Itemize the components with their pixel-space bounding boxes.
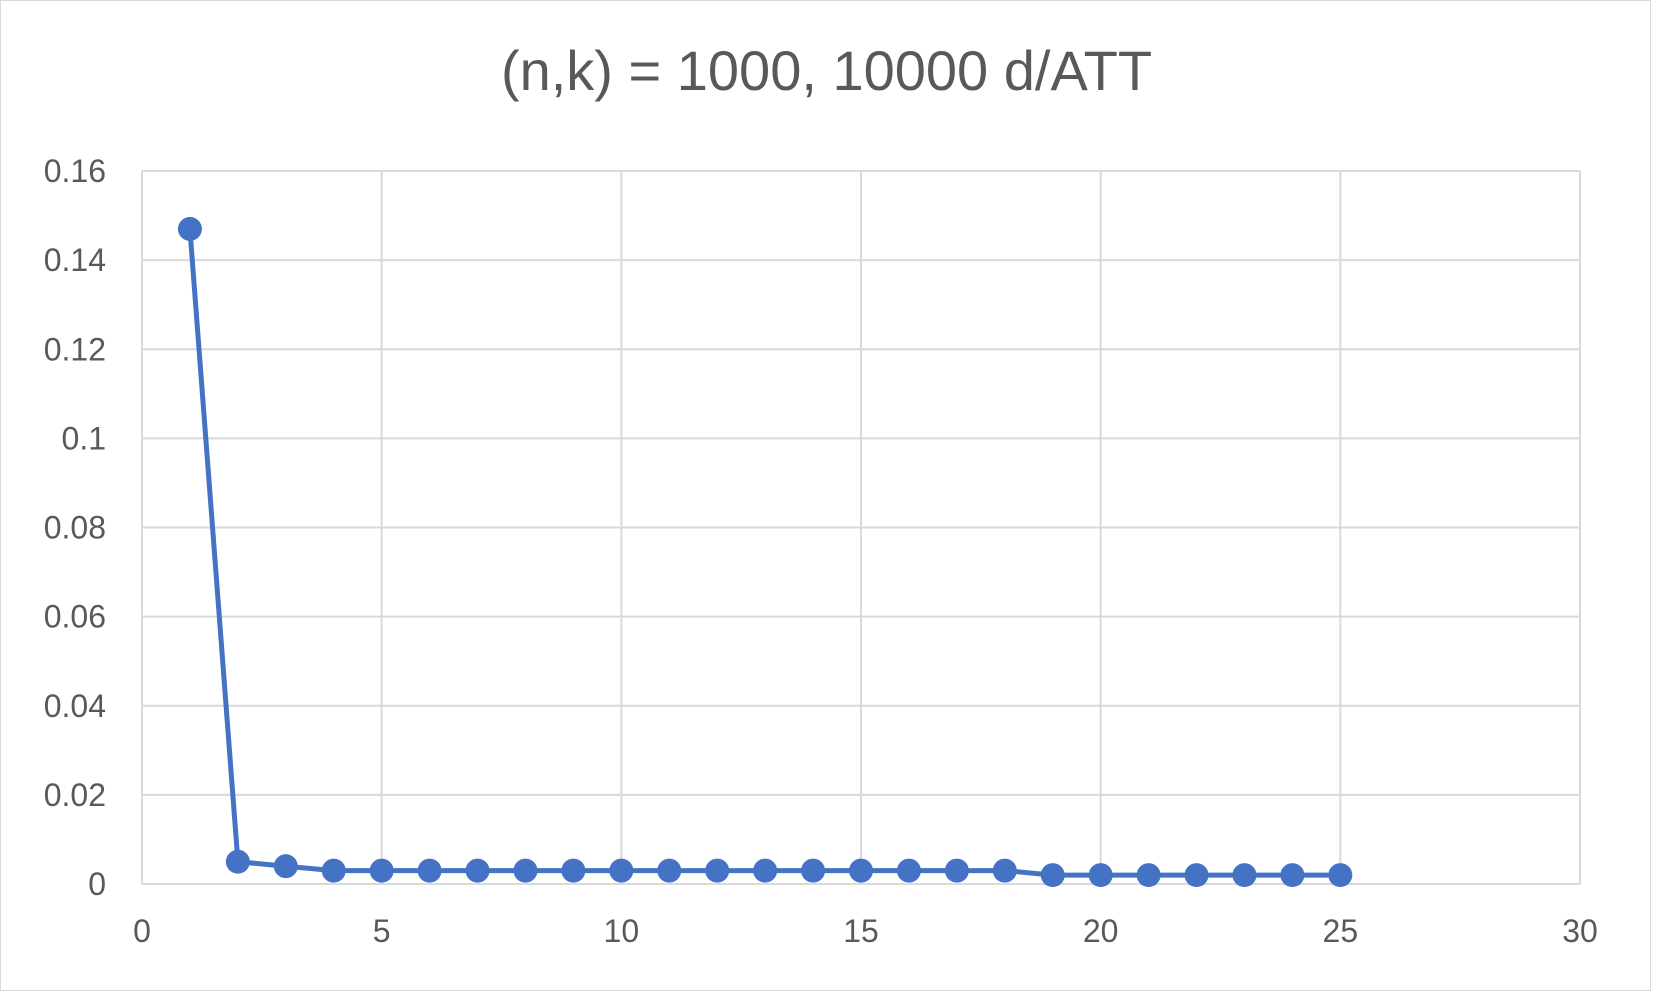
data-point bbox=[992, 858, 1017, 883]
y-tick-label: 0.14 bbox=[44, 242, 106, 278]
y-tick-label: 0.1 bbox=[62, 420, 106, 456]
data-point bbox=[801, 858, 826, 883]
x-tick-label: 15 bbox=[843, 913, 879, 949]
data-point bbox=[417, 858, 442, 883]
data-point bbox=[896, 858, 921, 883]
data-point bbox=[513, 858, 538, 883]
y-tick-label: 0.02 bbox=[44, 777, 106, 813]
x-tick-label: 25 bbox=[1323, 913, 1359, 949]
label-layer: 0 0.02 0.04 0.06 0.08 0.1 0.12 0.14 0.16 0 5 10 15 20… bbox=[44, 153, 1598, 949]
y-tick-label: 0.16 bbox=[44, 153, 106, 189]
data-point bbox=[657, 858, 682, 883]
grid-layer bbox=[142, 170, 1581, 884]
series-layer bbox=[177, 216, 1353, 888]
data-point bbox=[321, 858, 346, 883]
y-tick-label: 0 bbox=[88, 866, 106, 902]
data-point bbox=[561, 858, 586, 883]
y-tick-label: 0.04 bbox=[44, 688, 106, 724]
chart-title: (n,k) = 1000, 10000 d/ATT bbox=[500, 39, 1153, 102]
x-tick-label: 20 bbox=[1083, 913, 1119, 949]
y-tick-label: 0.08 bbox=[44, 510, 106, 546]
data-point bbox=[944, 858, 969, 883]
data-point bbox=[1328, 863, 1353, 888]
data-point bbox=[753, 858, 778, 883]
data-point bbox=[1088, 863, 1113, 888]
data-point bbox=[1184, 863, 1209, 888]
x-tick-label: 10 bbox=[604, 913, 640, 949]
data-point bbox=[177, 216, 202, 241]
x-tick-label: 5 bbox=[373, 913, 391, 949]
y-tick-label: 0.12 bbox=[44, 331, 106, 367]
data-point bbox=[609, 858, 634, 883]
data-point bbox=[1136, 863, 1161, 888]
data-point bbox=[1232, 863, 1257, 888]
data-point bbox=[1280, 863, 1305, 888]
x-tick-label: 0 bbox=[133, 913, 151, 949]
data-point bbox=[369, 858, 394, 883]
y-tick-label: 0.06 bbox=[44, 599, 106, 635]
data-point bbox=[1040, 863, 1065, 888]
data-point bbox=[465, 858, 490, 883]
data-point bbox=[705, 858, 730, 883]
series-line bbox=[187, 228, 1341, 878]
data-point bbox=[225, 849, 250, 874]
x-tick-label: 30 bbox=[1562, 913, 1598, 949]
data-point bbox=[849, 858, 873, 883]
data-point bbox=[273, 854, 298, 879]
